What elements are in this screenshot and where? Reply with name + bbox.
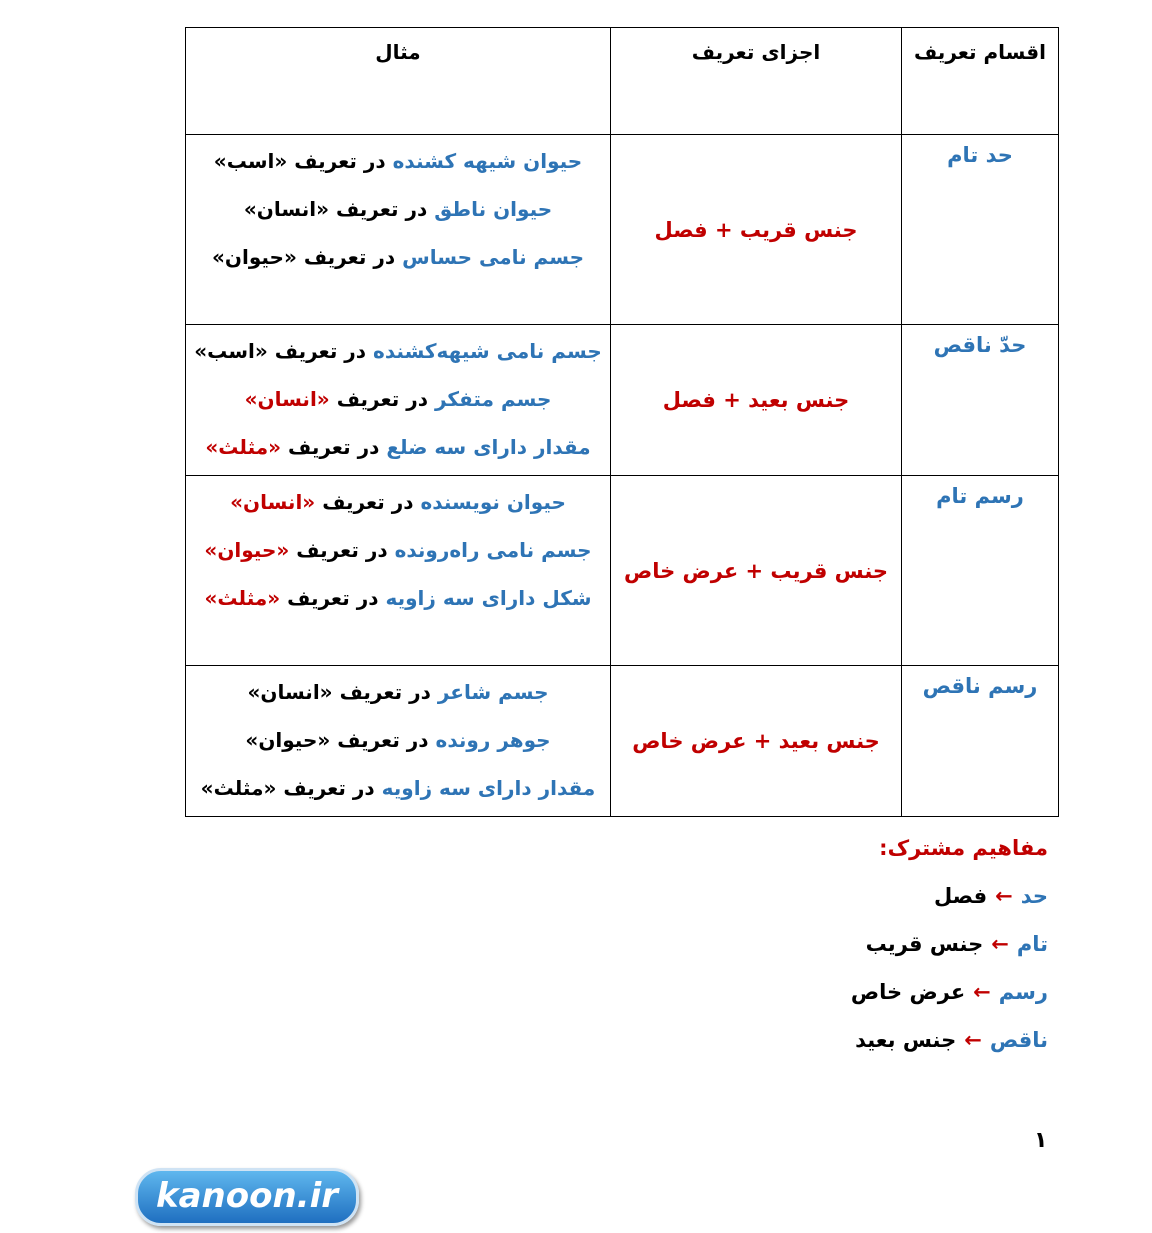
example-target: «حیوان» [245, 728, 331, 752]
kanoon-logo: kanoon.ir [135, 1168, 359, 1226]
example-target: «انسان» [247, 680, 333, 704]
example-line: شکل دارای سه زاویه در تعریف «مثلث» [186, 578, 610, 626]
example-link: در تعریف [336, 387, 428, 411]
example-link: در تعریف [337, 728, 429, 752]
definition-examples: حیوان نویسنده در تعریف «انسان» جسم نامی … [185, 475, 611, 666]
definition-parts: جنس قریب + فصل [610, 134, 902, 325]
definition-parts: جنس بعید + عرض خاص [610, 665, 902, 817]
example-term: شکل دارای سه زاویه [385, 586, 592, 610]
example-target: «اسب» [194, 339, 268, 363]
definition-type: رسم ناقص [901, 665, 1059, 817]
concept-key: رسم [998, 980, 1048, 1004]
example-link: در تعریف [322, 490, 414, 514]
example-link: در تعریف [339, 680, 431, 704]
example-term: جوهر رونده [435, 728, 551, 752]
definition-type: حد تام [901, 134, 1059, 325]
shared-concepts: مفاهیم مشترک: حد←فصل تام←جنس قریب رسم←عرض … [851, 828, 1048, 1052]
example-term: مقدار دارای سه ضلع [386, 435, 591, 459]
example-target: «انسان» [244, 387, 330, 411]
concept-key: حد [1020, 884, 1048, 908]
table-row: حدّ ناقص جنس بعید + فصل جسم نامی شیهه‌کش… [185, 324, 1059, 476]
example-target: «انسان» [230, 490, 316, 514]
example-target: «حیوان» [211, 245, 297, 269]
example-line: جسم نامی حساس در تعریف «حیوان» [186, 237, 610, 285]
concept-key: ناقص [989, 1028, 1048, 1052]
definition-type: حدّ ناقص [901, 324, 1059, 476]
shared-concept-item: تام ← جنس قریب [851, 924, 1048, 972]
header-type: اقسام تعریف [901, 27, 1059, 135]
example-target: «حیوان» [204, 538, 290, 562]
example-target: «اسب» [213, 149, 288, 173]
concept-value: عرض خاص [850, 980, 966, 1004]
shared-concept-item: رسم ← عرض خاص [851, 972, 1048, 1020]
example-link: در تعریف [335, 197, 428, 221]
arrow-left-icon: ← [995, 884, 1013, 908]
example-line: جسم شاعر در تعریف «انسان» [186, 672, 610, 720]
table-header-row: اقسام تعریف اجزای تعریف مثال [185, 27, 1059, 135]
example-term: حیوان ناطق [434, 197, 553, 221]
definition-examples: جسم نامی شیهه‌کشنده در تعریف «اسب» جسم م… [185, 324, 611, 476]
concept-value: جنس بعید [855, 1028, 957, 1052]
definition-type: رسم تام [901, 475, 1059, 666]
example-link: در تعریف [294, 149, 386, 173]
example-line: حیوان ناطق در تعریف «انسان» [186, 189, 610, 237]
example-term: جسم شاعر [437, 680, 549, 704]
page-number: ۱ [1034, 1128, 1048, 1153]
header-example: مثال [185, 27, 611, 135]
definition-examples: جسم شاعر در تعریف «انسان» جوهر رونده در … [185, 665, 611, 817]
shared-concept-item: ناقص ← جنس بعید [851, 1020, 1048, 1068]
example-link: در تعریف [288, 435, 380, 459]
example-link: در تعریف [303, 245, 396, 269]
example-line: مقدار دارای سه ضلع در تعریف «مثلث» [186, 427, 610, 475]
definition-parts: جنس قریب + عرض خاص [610, 475, 902, 666]
example-target: «انسان» [243, 197, 329, 221]
table-row: رسم تام جنس قریب + عرض خاص حیوان نویسنده… [185, 475, 1059, 666]
shared-concepts-title: مفاهیم مشترک: [879, 836, 1048, 860]
example-term: جسم نامی شیهه‌کشنده [373, 339, 602, 363]
concept-key: تام [1016, 932, 1048, 956]
concept-value: فصل [933, 884, 988, 908]
example-term: مقدار دارای سه زاویه [381, 776, 596, 800]
definition-examples: حیوان شیهه کشنده در تعریف «اسب» حیوان نا… [185, 134, 611, 325]
table-row: رسم ناقص جنس بعید + عرض خاص جسم شاعر در … [185, 665, 1059, 817]
arrow-left-icon: ← [991, 932, 1009, 956]
example-line: جوهر رونده در تعریف «حیوان» [186, 720, 610, 768]
example-target: «مثلث» [204, 586, 281, 610]
example-line: مقدار دارای سه زاویه در تعریف «مثلث» [186, 768, 610, 816]
example-target: «مثلث» [205, 435, 282, 459]
table-row: حد تام جنس قریب + فصل حیوان شیهه کشنده د… [185, 134, 1059, 325]
arrow-left-icon: ← [973, 980, 991, 1004]
header-parts: اجزای تعریف [610, 27, 902, 135]
example-line: جسم نامی شیهه‌کشنده در تعریف «اسب» [186, 331, 610, 379]
example-link: در تعریف [296, 538, 388, 562]
example-term: جسم نامی راه‌رونده [394, 538, 592, 562]
example-link: در تعریف [283, 776, 375, 800]
definition-parts: جنس بعید + فصل [610, 324, 902, 476]
example-term: حیوان شیهه کشنده [392, 149, 583, 173]
definition-types-table: اقسام تعریف اجزای تعریف مثال حد تام جنس … [185, 27, 1059, 817]
example-link: در تعریف [274, 339, 367, 363]
example-term: حیوان نویسنده [420, 490, 566, 514]
example-line: حیوان شیهه کشنده در تعریف «اسب» [186, 141, 610, 189]
example-term: جسم متفکر [434, 387, 552, 411]
concept-value: جنس قریب [865, 932, 984, 956]
example-line: جسم نامی راه‌رونده در تعریف «حیوان» [186, 530, 610, 578]
shared-concept-item: حد ← فصل [851, 876, 1048, 924]
arrow-left-icon: ← [964, 1028, 982, 1052]
example-line: جسم متفکر در تعریف «انسان» [186, 379, 610, 427]
example-line: حیوان نویسنده در تعریف «انسان» [186, 482, 610, 530]
example-target: «مثلث» [200, 776, 277, 800]
example-term: جسم نامی حساس [402, 245, 585, 269]
example-link: در تعریف [287, 586, 379, 610]
